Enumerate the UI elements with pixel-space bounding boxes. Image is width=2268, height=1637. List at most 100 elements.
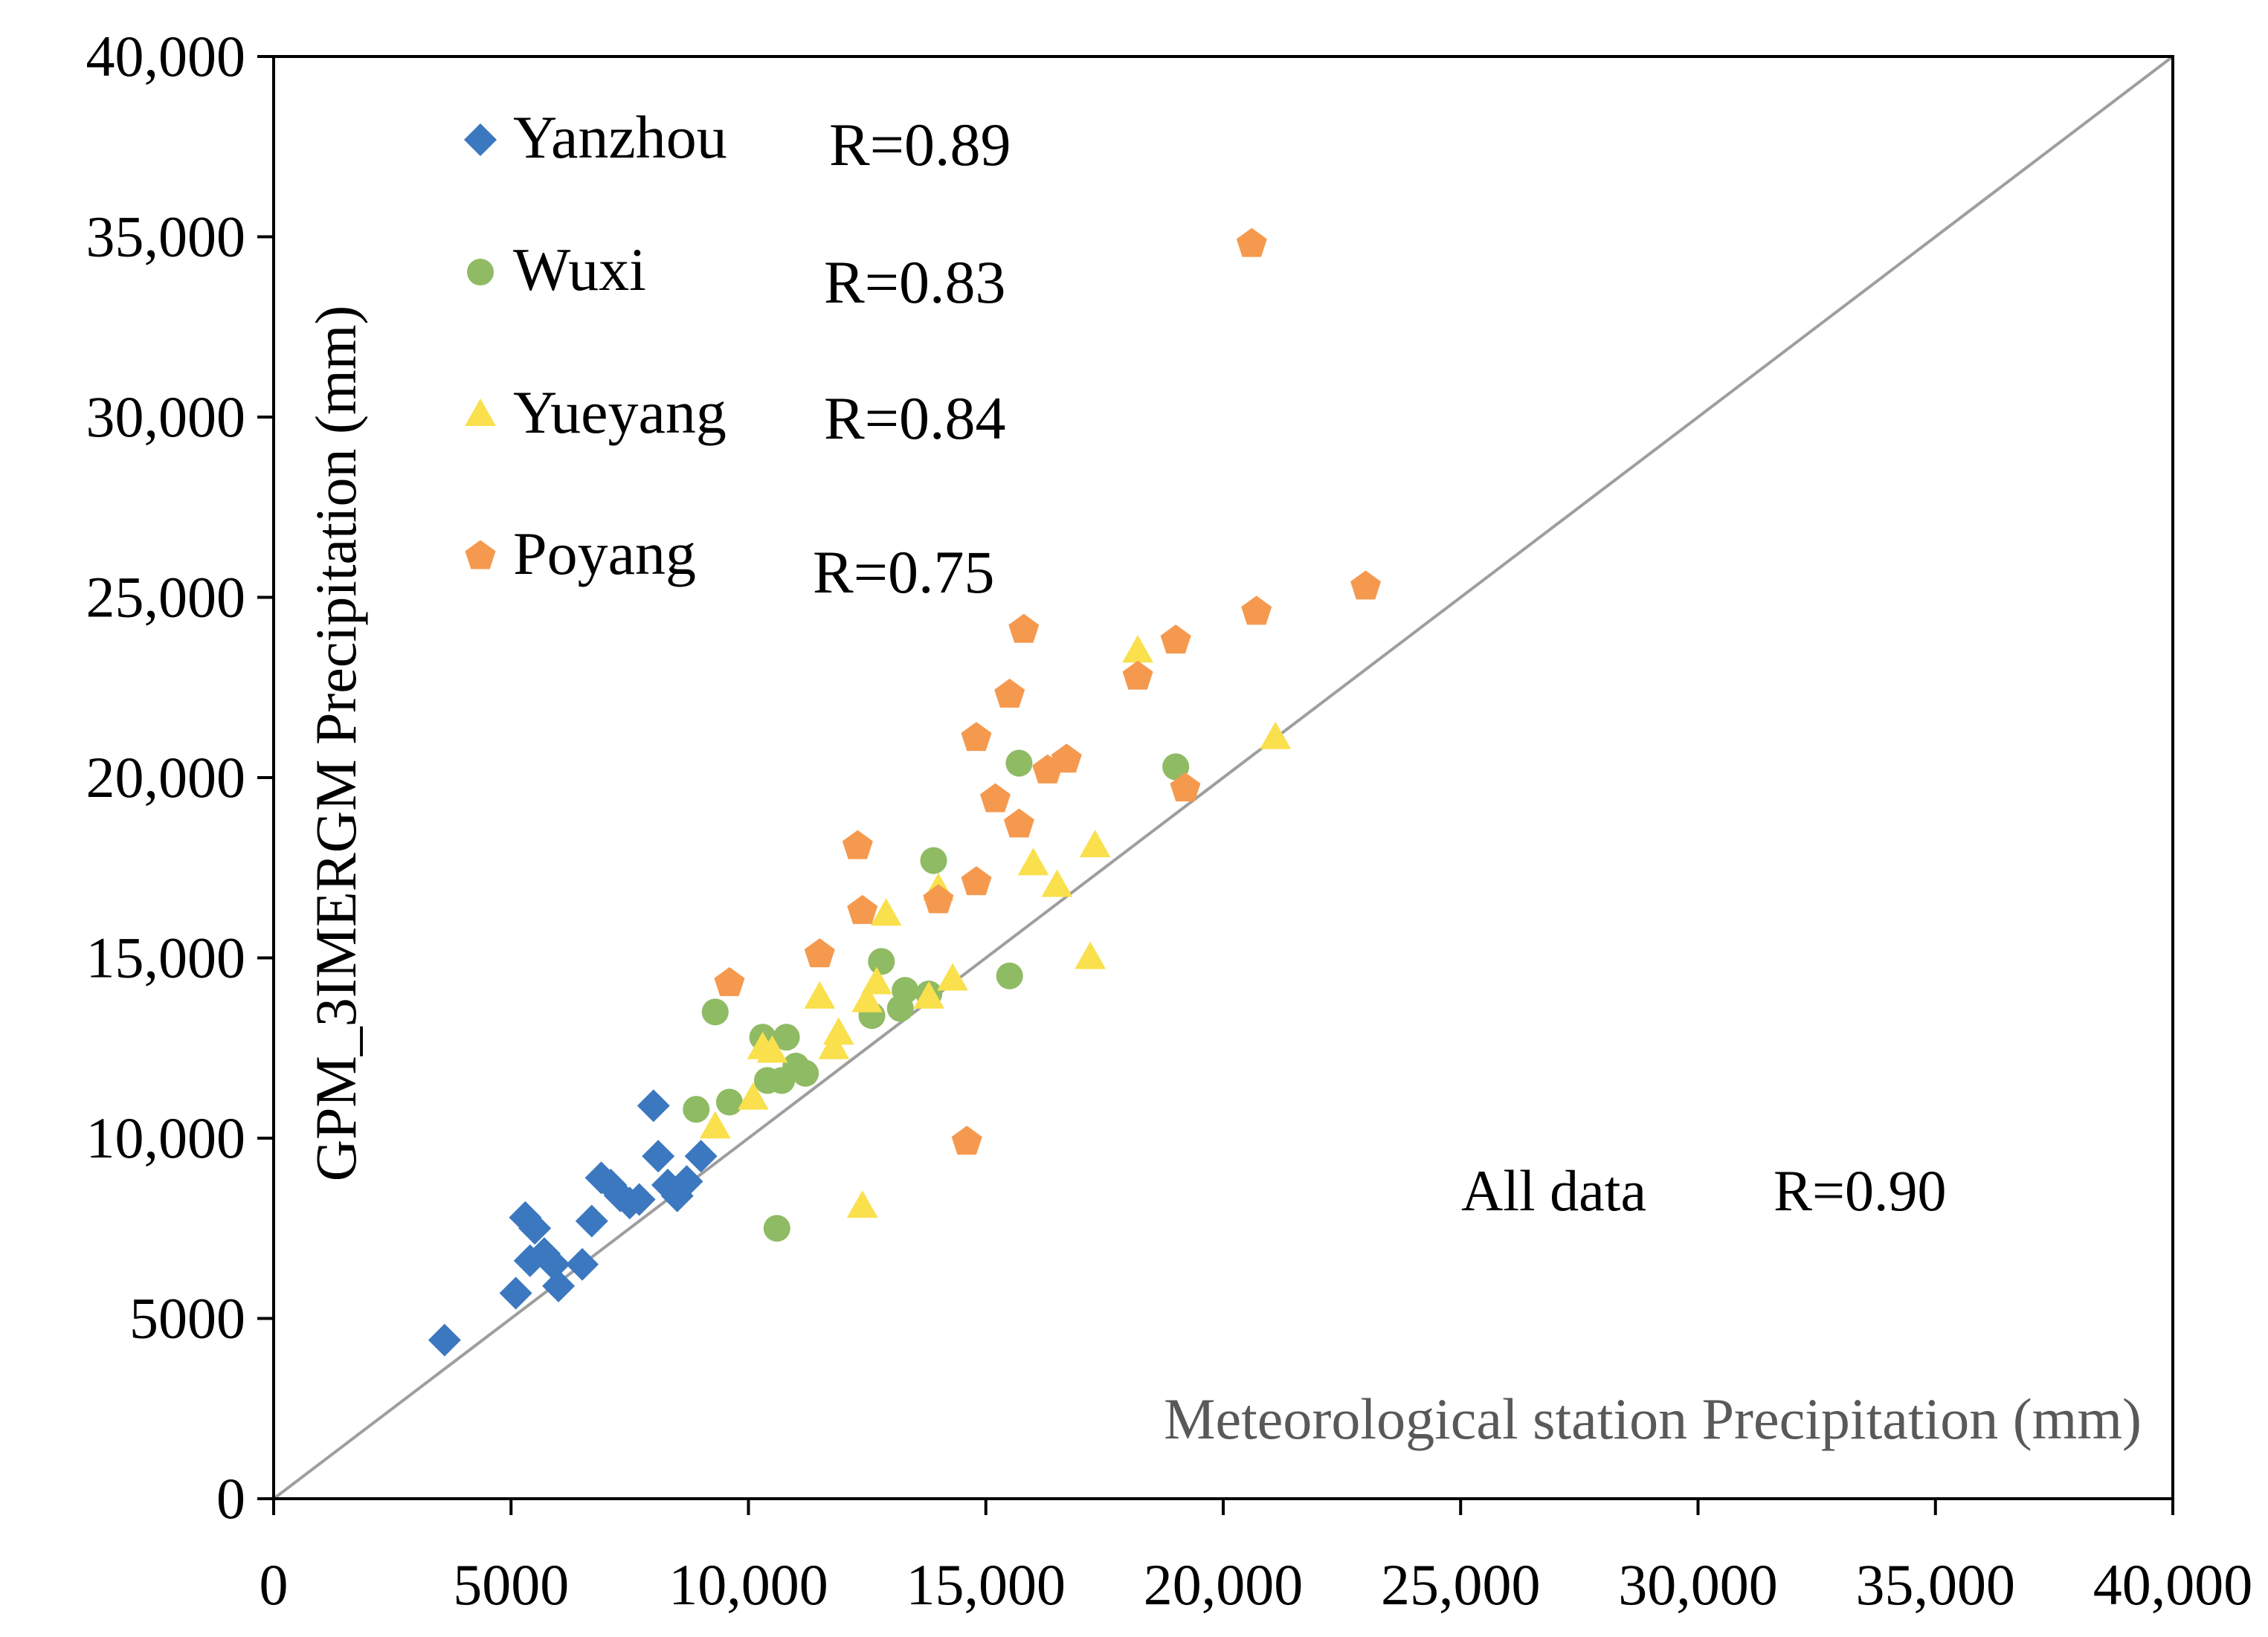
legend-label-yueyang: Yueyang	[513, 378, 727, 446]
data-point-wuxi	[1162, 753, 1190, 781]
data-point-poyang	[1350, 570, 1382, 600]
data-point-yueyang	[1122, 635, 1153, 663]
data-point-wuxi	[792, 1059, 819, 1087]
legend-r-value-wuxi: R=0.83	[824, 248, 1005, 316]
x-tick-label: 30,000	[1618, 1552, 1778, 1617]
data-point-yueyang	[822, 1017, 854, 1045]
data-point-yueyang	[737, 1082, 769, 1110]
legend-r-value-yueyang: R=0.84	[824, 384, 1005, 452]
data-point-wuxi	[701, 998, 729, 1026]
data-point-yueyang	[804, 981, 836, 1009]
data-point-yanzhou	[518, 1212, 552, 1245]
y-tick-label: 25,000	[86, 565, 246, 630]
data-point-yueyang	[937, 963, 968, 991]
x-tick-label: 0	[260, 1552, 289, 1617]
all-data-r-value: R=0.90	[1774, 1158, 1947, 1223]
x-tick-label: 25,000	[1381, 1552, 1541, 1617]
y-tick-label: 20,000	[86, 745, 246, 810]
data-point-wuxi	[996, 962, 1023, 989]
y-tick-label: 40,000	[86, 24, 246, 88]
data-point-poyang	[1008, 613, 1040, 643]
data-point-poyang	[994, 678, 1025, 708]
data-point-poyang	[842, 830, 873, 859]
all-data-label: All data	[1461, 1158, 1646, 1223]
data-point-poyang	[1236, 227, 1267, 257]
data-point-yanzhou	[670, 1165, 703, 1198]
data-point-yueyang	[913, 981, 945, 1009]
data-point-poyang	[961, 866, 992, 896]
data-point-yanzhou	[622, 1183, 656, 1216]
series-yanzhou	[428, 1089, 718, 1357]
x-tick-label: 40,000	[2093, 1552, 2253, 1617]
data-point-poyang	[961, 722, 992, 752]
x-tick-label: 20,000	[1144, 1552, 1304, 1617]
data-point-yueyang	[1017, 847, 1049, 876]
data-point-poyang	[804, 938, 835, 968]
legend-r-value-yanzhou: R=0.89	[829, 111, 1011, 178]
data-point-yueyang	[818, 1031, 850, 1059]
data-point-poyang	[1160, 624, 1191, 654]
data-point-yueyang	[1260, 721, 1292, 749]
x-tick-label: 5000	[453, 1552, 569, 1617]
x-tick-label: 35,000	[1856, 1552, 2016, 1617]
y-axis-label: GPM_3IMERGM Precipitation (mm)	[303, 306, 368, 1182]
y-tick-label: 15,000	[86, 926, 246, 990]
data-point-wuxi	[773, 1024, 800, 1051]
y-tick-label: 0	[216, 1466, 245, 1531]
series-poyang	[714, 227, 1382, 1155]
legend-marker-wuxi	[466, 258, 494, 286]
data-point-wuxi	[868, 948, 895, 975]
data-point-wuxi	[1005, 749, 1033, 777]
legend-item-wuxi: Wuxi R=0.83	[466, 236, 1005, 316]
legend-label-poyang: Poyang	[513, 520, 696, 587]
legend-item-poyang: Poyang R=0.75	[465, 520, 994, 606]
data-point-yueyang	[846, 1190, 878, 1218]
data-point-yueyang	[860, 966, 892, 995]
data-point-yanzhou	[499, 1276, 532, 1310]
data-point-wuxi	[892, 977, 919, 1004]
data-point-poyang	[847, 894, 878, 924]
legend-r-value-poyang: R=0.75	[813, 538, 994, 606]
data-point-wuxi	[715, 1088, 744, 1116]
data-point-poyang	[1051, 743, 1082, 773]
legend-marker-poyang	[465, 540, 496, 569]
data-point-poyang	[1170, 772, 1201, 801]
data-point-poyang	[1241, 595, 1272, 625]
data-point-yanzhou	[637, 1089, 670, 1123]
data-point-yueyang	[699, 1111, 731, 1139]
data-point-yueyang	[870, 898, 902, 926]
data-point-yanzhou	[566, 1247, 599, 1281]
data-point-poyang	[714, 966, 745, 996]
data-point-yueyang	[756, 1035, 788, 1063]
data-point-yueyang	[1041, 869, 1073, 897]
data-point-yanzhou	[537, 1247, 570, 1281]
data-point-poyang	[1122, 660, 1153, 690]
x-tick-label: 15,000	[906, 1552, 1066, 1617]
y-tick-label: 10,000	[86, 1105, 246, 1170]
data-point-poyang	[1003, 808, 1034, 838]
x-tick-label: 10,000	[669, 1552, 828, 1617]
legend-label-yanzhou: Yanzhou	[513, 103, 727, 171]
data-point-wuxi	[920, 847, 947, 874]
data-point-yanzhou	[428, 1323, 461, 1357]
y-tick-label: 5000	[129, 1286, 245, 1351]
legend-item-yanzhou: Yanzhou R=0.89	[464, 103, 1011, 178]
legend-item-yueyang: Yueyang R=0.84	[465, 378, 1005, 452]
data-point-poyang	[951, 1126, 982, 1155]
data-point-yueyang	[1079, 830, 1111, 858]
y-tick-label: 30,000	[86, 384, 246, 449]
data-point-wuxi	[683, 1096, 710, 1123]
legend-marker-yueyang	[465, 398, 496, 426]
data-point-yanzhou	[575, 1204, 608, 1238]
y-tick-label: 35,000	[86, 204, 246, 269]
data-point-yanzhou	[542, 1269, 576, 1302]
legend-marker-yanzhou	[464, 123, 497, 156]
data-point-yueyang	[1075, 941, 1106, 969]
data-point-yanzhou	[642, 1140, 675, 1173]
data-point-poyang	[980, 783, 1011, 813]
x-axis-label: Meteorological station Precipitation (mm…	[1164, 1386, 2142, 1451]
legend-label-wuxi: Wuxi	[513, 236, 646, 303]
data-point-yueyang	[851, 984, 883, 1013]
